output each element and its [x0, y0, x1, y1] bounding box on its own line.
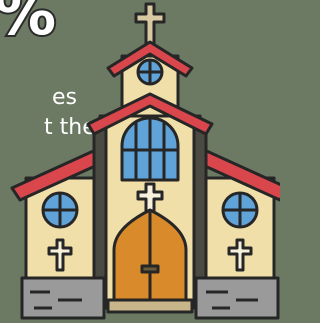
headline: % [0, 0, 56, 49]
body-line: es [52, 85, 77, 110]
body-line: t the [44, 115, 96, 140]
page: % es t the (() => [0, 0, 280, 323]
scene: % es t the [0, 0, 280, 323]
